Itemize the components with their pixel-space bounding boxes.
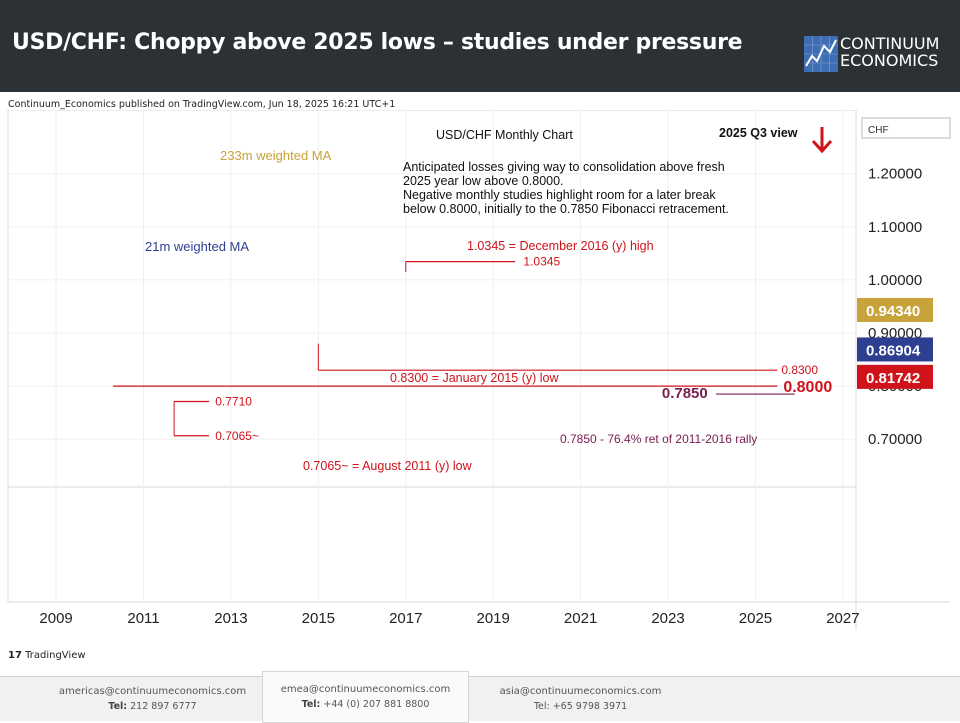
contact-tel: 212 897 6777: [130, 701, 197, 712]
level-label-0.7710: 0.7710: [215, 395, 252, 409]
x-tick-label: 2009: [39, 610, 72, 627]
published-note: Continuum_Economics published on Trading…: [8, 99, 396, 110]
x-tick-label: 2025: [739, 610, 772, 627]
level-label-1.0345: 1.0345: [523, 255, 560, 269]
commentary-line: Anticipated losses giving way to consoli…: [403, 160, 725, 174]
tradingview-logo: 17 TradingView: [8, 650, 86, 661]
commentary-line: 2025 year low above 0.8000.: [403, 174, 564, 188]
tradingview-label: TradingView: [25, 650, 86, 661]
contact-email[interactable]: asia@continuumeconomics.com: [499, 686, 662, 697]
contact-asia: asia@continuumeconomics.com Tel: +65 979…: [478, 677, 683, 721]
contact-emea: emea@continuumeconomics.com Tel: +44 (0)…: [262, 671, 469, 723]
annotation-aug2011-low: 0.7065~ = August 2011 (y) low: [303, 459, 473, 473]
chart-annotations: 1.0345 0.8300 0.8000 0.7710 0.7065~ 0.7850 233…: [112, 126, 921, 473]
currency-label: CHF: [868, 125, 889, 136]
price-badge-label: 0.81742: [866, 370, 920, 387]
y-tick-label: 0.70000: [868, 431, 922, 448]
chart-title: USD/CHF Monthly Chart: [436, 128, 573, 142]
tel-label: Tel:: [108, 701, 128, 712]
x-tick-label: 2015: [302, 610, 335, 627]
level-label-0.7065: 0.7065~: [215, 429, 259, 443]
commentary-line: Negative monthly studies highlight room …: [403, 188, 716, 202]
x-tick-label: 2013: [214, 610, 247, 627]
x-tick-label: 2023: [651, 610, 684, 627]
price-badge: [857, 337, 933, 362]
chart-frame: [7, 110, 857, 603]
annotation-fib-retracement: 0.7850 - 76.4% ret of 2011-2016 rally: [560, 432, 757, 446]
x-tick-label: 2011: [127, 610, 159, 627]
y-tick-label: 1.20000: [868, 166, 922, 183]
annotation-dec2016-high: 1.0345 = December 2016 (y) high: [467, 239, 654, 253]
tel-label: Tel:: [301, 699, 321, 710]
contact-americas: americas@continuumeconomics.com Tel: 212…: [50, 677, 255, 721]
brand-logo: CONTINUUM ECONOMICS: [804, 34, 946, 74]
brand-line-1: CONTINUUM: [840, 34, 940, 53]
y-tick-label: 1.00000: [868, 272, 922, 289]
tv-mark-icon: 17: [8, 650, 22, 661]
brand-name: CONTINUUM ECONOMICS: [840, 35, 939, 69]
price-badge: [857, 364, 933, 389]
price-badge: [857, 297, 933, 322]
x-tick-label: 2027: [826, 610, 859, 627]
price-badge-label: 0.86904: [866, 342, 921, 359]
header-bar: USD/CHF: Choppy above 2025 lows – studie…: [0, 0, 960, 92]
price-badge-label: 0.94340: [866, 303, 920, 320]
level-label-0.8000: 0.8000: [783, 379, 832, 396]
continuum-logo-icon: [804, 36, 838, 72]
footer: americas@continuumeconomics.com Tel: 212…: [0, 671, 960, 723]
x-tick-label: 2017: [389, 610, 422, 627]
view-label: 2025 Q3 view: [719, 126, 798, 140]
down-arrow-icon: [811, 127, 833, 154]
level-label-0.8300: 0.8300: [781, 363, 818, 377]
annotation-jan2015-low: 0.8300 = January 2015 (y) low: [390, 371, 559, 385]
usdchf-chart[interactable]: Tension Indicator 1.200001.100001.000000…: [0, 110, 960, 640]
level-label-0.7850: 0.7850: [662, 385, 708, 402]
currency-box: [861, 117, 951, 139]
tel-label: Tel:: [533, 701, 550, 712]
commentary-line: below 0.8000, initially to the 0.7850 Fi…: [403, 202, 729, 216]
chart-axes: 1.200001.100001.000000.900000.800000.700…: [7, 110, 951, 630]
x-tick-label: 2021: [564, 610, 597, 627]
page-title: USD/CHF: Choppy above 2025 lows – studie…: [12, 30, 743, 55]
ma21-label: 21m weighted MA: [145, 239, 249, 254]
contact-tel: +65 9798 3971: [552, 701, 628, 712]
brand-line-2: ECONOMICS: [840, 51, 939, 70]
contact-email[interactable]: americas@continuumeconomics.com: [58, 686, 247, 697]
ma233-label: 233m weighted MA: [220, 148, 332, 163]
x-tick-label: 2019: [477, 610, 510, 627]
contact-tel: +44 (0) 207 881 8800: [323, 699, 430, 710]
y-tick-label: 1.10000: [868, 219, 922, 236]
contact-email[interactable]: emea@continuumeconomics.com: [280, 684, 451, 695]
